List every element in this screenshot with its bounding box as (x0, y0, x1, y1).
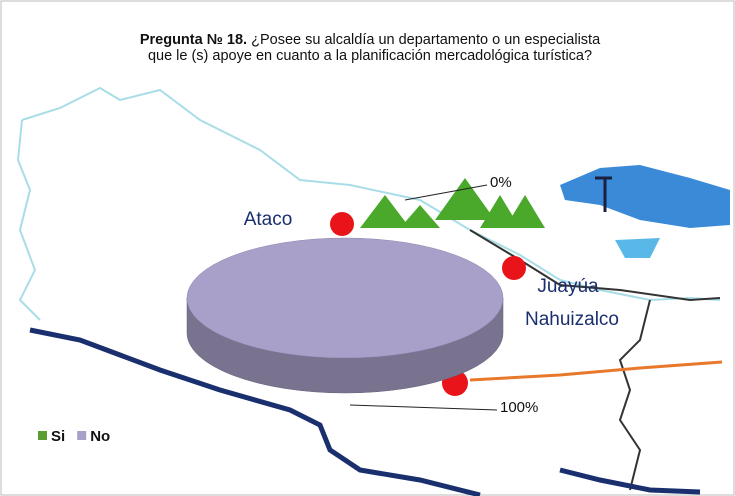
leader-line (349, 404, 498, 411)
legend-label: No (90, 428, 110, 445)
legend-swatch (38, 431, 47, 440)
map-label: Juayúa (537, 276, 599, 297)
map-label: Ataco (244, 209, 293, 230)
map-background: Ataco Juayúa Nahuizalco (16, 86, 730, 496)
chart-title: Pregunta № 18. ¿Posee su alcaldía un dep… (130, 32, 610, 64)
title-prefix: Pregunta № 18. (139, 32, 248, 48)
labels: 0% 100% (349, 174, 538, 416)
legend-swatch (77, 431, 87, 440)
value-label: 0% (490, 174, 512, 191)
pie-slice (186, 237, 504, 359)
value-label: 100% (500, 399, 538, 416)
title-text: ¿Posee su alcaldía un departamento o un … (147, 32, 601, 64)
legend: Si No (38, 428, 110, 445)
pie (186, 237, 504, 394)
map-label: Nahuizalco (525, 309, 619, 330)
leader-line (404, 184, 488, 201)
legend-label: Si (51, 428, 65, 445)
